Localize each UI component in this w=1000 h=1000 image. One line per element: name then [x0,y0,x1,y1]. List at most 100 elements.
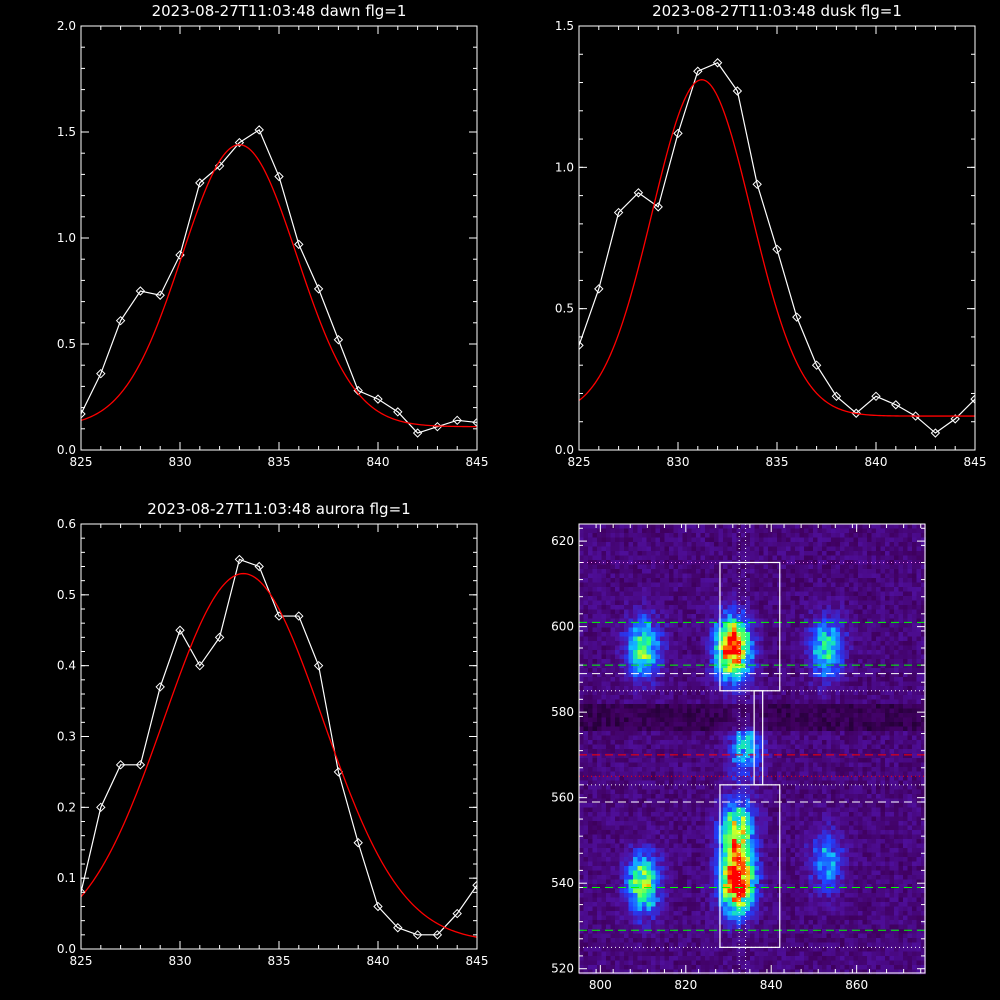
heatmap-cell [718,609,724,615]
heatmap-cell [705,704,710,709]
heatmap-cell [907,704,913,709]
heatmap-cell [597,533,602,538]
heatmap-cell [804,713,809,718]
heatmap-cell [610,600,616,606]
heatmap-cell [822,708,827,714]
heatmap-cell [736,627,742,633]
aurora-plot-area [81,554,477,940]
heatmap-cell [840,758,845,763]
heatmap-cell [592,573,598,579]
heatmap-cell [678,564,683,570]
heatmap-cell [876,564,881,570]
heatmap-cell [921,767,926,772]
heatmap-cell [579,537,584,543]
heatmap-cell [714,645,719,651]
heatmap-cell [583,555,589,561]
heatmap-cell [642,681,647,687]
heatmap-cell [840,546,845,552]
heatmap-cell [898,578,904,583]
heatmap-cell [844,623,850,628]
heatmap-cell [705,744,710,750]
heatmap-cell [786,740,791,745]
heatmap-cell [912,776,917,781]
heatmap-cell [880,636,886,642]
heatmap-cell [853,672,859,678]
heatmap-cell [727,591,733,597]
heatmap-cell [732,524,737,529]
heatmap-cell [885,740,890,745]
heatmap-cell [912,659,917,664]
heatmap-cell [597,704,602,709]
heatmap-cell [826,767,832,772]
heatmap-cell [808,699,814,705]
heatmap-cell [633,528,638,534]
heatmap-cell [772,717,778,723]
heatmap-cell [655,749,661,754]
heatmap-cell [862,546,868,552]
heatmap-cell [664,780,670,786]
heatmap-cell [853,695,859,700]
heatmap-cell [592,650,598,655]
heatmap-cell [583,663,589,669]
heatmap-cell [633,623,638,628]
heatmap-cell [633,708,638,714]
heatmap-cell [772,555,778,561]
heatmap-cell [709,744,715,750]
heatmap-cell [615,713,620,718]
heatmap-cell [588,659,593,664]
heatmap-cell [817,677,823,682]
heatmap-cell [750,780,755,786]
heatmap-cell [691,618,697,624]
heatmap-cell [691,749,697,754]
heatmap-cell [754,686,760,691]
heatmap-cell [907,614,913,619]
heatmap-cell [808,713,814,718]
heatmap-cell [754,753,760,759]
heatmap-cell [831,690,836,696]
heatmap-cell [700,722,706,727]
heatmap-cell [889,659,895,664]
heatmap-cell [682,578,688,583]
heatmap-cell [642,722,647,727]
heatmap-cell [682,690,688,696]
heatmap-cell [912,596,917,601]
heatmap-cell [912,735,917,741]
heatmap-cell [903,776,908,781]
heatmap-cell [624,528,629,534]
heatmap-cell [754,587,760,592]
heatmap-cell [907,731,913,736]
heatmap-cell [592,560,598,565]
heatmap-cell [921,677,926,682]
heatmap-cell [817,668,823,673]
heatmap-cell [610,672,616,678]
heatmap-cell [705,717,710,723]
heatmap-cell [696,605,701,610]
heatmap-cell [763,569,769,574]
heatmap-cell [745,578,751,583]
heatmap-cell [835,636,841,642]
heatmap-cell [885,681,890,687]
heatmap-cell [853,704,859,709]
heatmap-cell [637,650,643,655]
heatmap-cell [867,659,872,664]
heatmap-cell [822,555,827,561]
heatmap-cell [682,722,688,727]
heatmap-cell [664,753,670,759]
heatmap-cell [660,636,665,642]
heatmap-cell [750,614,755,619]
heatmap-cell [786,591,791,597]
heatmap-cell [916,780,922,786]
heatmap-cell [826,555,832,561]
heatmap-cell [597,641,602,646]
heatmap-cell [651,533,656,538]
heatmap-cell [691,645,697,651]
heatmap-cell [655,627,661,633]
heatmap-cell [817,717,823,723]
heatmap-cell [786,699,791,705]
heatmap-cell [583,632,589,637]
heatmap-cell [669,569,674,574]
heatmap-cell [646,677,652,682]
heatmap-cell [835,672,841,678]
heatmap-cell [583,573,589,579]
heatmap-cell [840,551,845,556]
